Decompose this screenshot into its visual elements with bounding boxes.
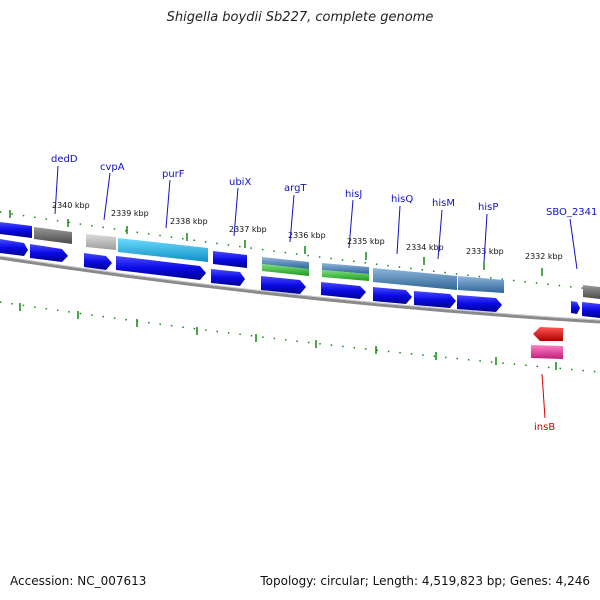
gene-block [0, 222, 32, 238]
kbp-label: 2336 kbp [288, 231, 326, 240]
gene-label-cvpA: cvpA [100, 162, 125, 173]
insB-features [531, 327, 563, 359]
backbone-line [0, 256, 600, 324]
cds-arrow [414, 291, 456, 308]
cds-arrow [116, 256, 206, 280]
cds-row [0, 239, 600, 318]
cds-arrow [0, 239, 28, 256]
genome-summary-text: Topology: circular; Length: 4,519,823 bp… [260, 574, 590, 588]
inner-scale-major-ticks [19, 303, 557, 370]
gene-label-hisQ: hisQ [391, 194, 413, 205]
insB-cds-arrow [533, 327, 563, 341]
gene-label-hisJ: hisJ [345, 189, 362, 200]
kbp-label: 2339 kbp [111, 209, 149, 218]
gene-label-insB: insB [534, 422, 555, 433]
gene-label-argT: argT [284, 183, 307, 194]
gene-block-purF [118, 238, 208, 262]
gene-block-argT [262, 257, 309, 269]
gene-label-hisM: hisM [432, 198, 455, 209]
cds-arrow [84, 253, 112, 270]
inner-scale [0, 301, 600, 373]
cds-arrow [30, 244, 68, 262]
gene-block-argT-green [262, 264, 309, 276]
cds-arrow [321, 282, 366, 299]
gene-row-upper [0, 222, 600, 299]
gene-label-hisP: hisP [478, 202, 498, 213]
backbone-line-highlight [0, 255, 600, 321]
gene-block-hisP [458, 276, 504, 293]
accession-text: Accession: NC_007613 [10, 574, 147, 588]
kbp-label: 2335 kbp [347, 237, 385, 246]
cds-arrow [457, 295, 502, 312]
insB-leader [541, 373, 546, 419]
kbp-label: 2334 kbp [406, 243, 444, 252]
gene-block-ubiX [213, 251, 247, 268]
map-title: Shigella boydii Sb227, complete genome [166, 10, 434, 25]
insB-gene-block [531, 345, 563, 359]
cds-arrow [211, 269, 245, 286]
kbp-label: 2340 kbp [52, 201, 90, 210]
gene-label-SBO_2341: SBO_2341 [546, 207, 597, 218]
outer-scale-major-ticks [9, 210, 543, 276]
cds-arrow [261, 276, 306, 294]
gene-block-SBO_2341 [583, 285, 600, 299]
cds-arrow [582, 302, 600, 318]
kbp-label: 2337 kbp [229, 225, 267, 234]
gene-block-cvpA [86, 234, 116, 250]
gene-labels: dedD cvpA purF ubiX argT hisJ hisQ hisM … [51, 154, 597, 433]
kbp-label: 2338 kbp [170, 217, 208, 226]
label-leaders [54, 165, 578, 270]
gene-block-dedD [34, 227, 72, 244]
gene-label-ubiX: ubiX [229, 177, 251, 188]
gene-label-dedD: dedD [51, 154, 78, 165]
gene-block-hisJ [322, 263, 369, 274]
gene-label-purF: purF [162, 169, 185, 180]
cds-arrow [571, 301, 580, 314]
cds-arrow [373, 287, 412, 304]
gene-block-hisJ-green [322, 270, 369, 281]
gene-block-hisQ [373, 268, 457, 290]
kbp-label: 2332 kbp [525, 252, 563, 261]
